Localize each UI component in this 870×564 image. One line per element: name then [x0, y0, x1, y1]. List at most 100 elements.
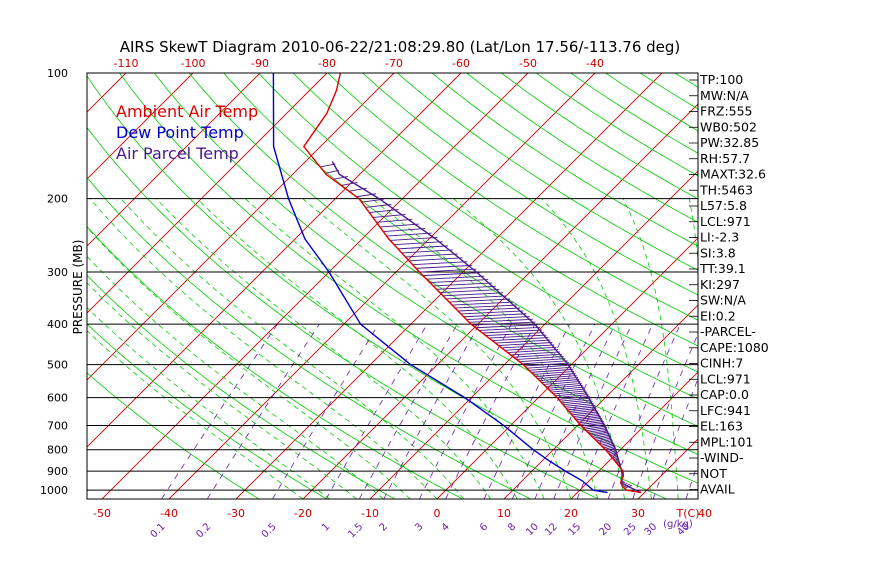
mixing-ratio-tick-label: 25	[622, 521, 639, 538]
mixing-ratio-unit-label: (g/kg)	[663, 519, 693, 530]
mixing-ratio-line	[608, 324, 680, 499]
index-value: NOT	[700, 466, 727, 481]
top-temp-tick-label: -90	[251, 57, 269, 70]
cape-hatch-line	[467, 317, 530, 320]
cape-hatch-line	[437, 286, 496, 289]
dry-adiabat-line	[224, 73, 870, 499]
cape-hatch-line	[426, 276, 484, 279]
dry-adiabat-line	[293, 73, 870, 499]
index-value: PW:32.85	[700, 135, 759, 150]
cape-hatch-line	[440, 290, 500, 293]
y-axis-label: PRESSURE (MB)	[71, 240, 85, 335]
index-value: AVAIL	[700, 482, 735, 497]
index-value: LCL:971	[700, 371, 751, 386]
index-value: TT:39.1	[699, 261, 746, 276]
cape-hatch-line	[452, 302, 513, 305]
mixing-ratio-line	[326, 324, 427, 499]
dry-adiabat-line	[432, 73, 870, 499]
isotherm-line	[0, 73, 126, 499]
dry-adiabat-line	[814, 73, 870, 499]
index-value: CAP:0.0	[700, 387, 749, 402]
index-value: LCL:971	[700, 214, 751, 229]
cape-hatch-line	[383, 229, 425, 232]
index-value: EI:0.2	[700, 308, 736, 323]
mixing-ratio-tick-label: 0.1	[149, 521, 168, 540]
index-value: FRZ:555	[700, 104, 753, 119]
mixing-ratio-tick-label: 15	[566, 521, 583, 538]
top-temp-tick-label: -100	[181, 57, 206, 70]
bottom-temp-tick-label: 20	[564, 507, 578, 520]
cape-hatch-line	[464, 314, 527, 317]
index-value: TP:100	[699, 72, 743, 87]
index-value: MAXT:32.6	[700, 167, 766, 182]
mixing-ratio-line	[273, 324, 379, 499]
cape-hatch-line	[455, 305, 517, 308]
index-value: TH:5463	[699, 182, 753, 197]
bottom-temp-tick-label: -50	[93, 507, 111, 520]
top-temp-tick-label: -80	[318, 57, 336, 70]
mixing-ratio-tick-label: 2	[378, 521, 390, 533]
pressure-tick-label: 700	[47, 420, 68, 433]
index-value: CINH:7	[700, 356, 743, 371]
mixing-ratio-line	[384, 324, 480, 499]
cape-hatch-line	[458, 308, 520, 311]
dry-adiabat-line	[744, 73, 870, 499]
index-value: -PARCEL-	[700, 324, 756, 339]
mixing-ratio-line	[359, 324, 457, 499]
dry-adiabat-line	[779, 73, 870, 499]
index-value: KI:297	[700, 277, 740, 292]
index-value: LFC:941	[700, 403, 751, 418]
bottom-temp-tick-label: 10	[497, 507, 511, 520]
top-temp-tick-label: -110	[114, 57, 139, 70]
pressure-tick-label: 100	[47, 67, 68, 80]
legend-entry-ambient: Ambient Air Temp	[116, 102, 258, 121]
dry-adiabat-line	[501, 73, 870, 499]
index-value: WB0:502	[700, 119, 757, 134]
bottom-temp-tick-label: -40	[160, 507, 178, 520]
cape-hatch-line	[373, 214, 406, 217]
index-value: -WIND-	[700, 450, 744, 465]
cape-hatch-line	[461, 311, 523, 314]
mixing-ratio-line	[419, 324, 511, 499]
moist-adiabat-line	[0, 199, 303, 499]
cape-hatch-line	[476, 325, 538, 328]
pressure-tick-label: 1000	[40, 484, 68, 497]
isotherm-line	[504, 73, 870, 499]
cape-hatch-line	[495, 340, 550, 343]
bottom-temp-tick-label: -10	[361, 507, 379, 520]
index-value: SW:N/A	[700, 293, 746, 308]
mixing-ratio-tick-label: 6	[478, 521, 490, 533]
bottom-temp-tick-label: 40	[698, 507, 712, 520]
mixing-ratio-tick-label: 1	[320, 521, 332, 533]
cape-hatch-line	[483, 330, 543, 333]
moist-adiabat-line	[90, 199, 437, 499]
mixing-ratio-tick-label: 10	[524, 521, 541, 538]
chart-title: AIRS SkewT Diagram 2010-06-22/21:08:29.8…	[120, 38, 681, 56]
mixing-ratio-tick-label: 30	[643, 521, 660, 538]
cape-hatch-line	[469, 319, 532, 322]
pressure-tick-label: 300	[47, 266, 68, 279]
isotherm-line	[772, 73, 870, 499]
cape-hatch-line	[416, 265, 472, 268]
mixing-ratio-tick-label: 1.5	[346, 521, 365, 540]
cape-hatch-line	[398, 246, 448, 249]
mixing-ratio-tick-label: 3	[413, 521, 425, 533]
isotherm-line	[0, 73, 59, 499]
index-value: CAPE:1080	[700, 340, 769, 355]
top-temp-tick-label: -50	[519, 57, 537, 70]
mixing-ratio-line	[162, 324, 278, 499]
index-value: L57:5.8	[700, 198, 747, 213]
top-temp-tick-label: -60	[452, 57, 470, 70]
index-value: RH:57.7	[700, 151, 750, 166]
legend-entry-dewpoint: Dew Point Temp	[116, 123, 244, 142]
dry-adiabat-line	[189, 73, 870, 499]
top-temp-tick-label: -40	[586, 57, 604, 70]
cape-hatch-line	[413, 262, 468, 265]
pressure-tick-label: 500	[47, 359, 68, 372]
pressure-tick-label: 200	[47, 193, 68, 206]
mixing-ratio-tick-label: 0.2	[194, 521, 213, 540]
mixing-ratio-tick-label: 20	[597, 521, 614, 538]
